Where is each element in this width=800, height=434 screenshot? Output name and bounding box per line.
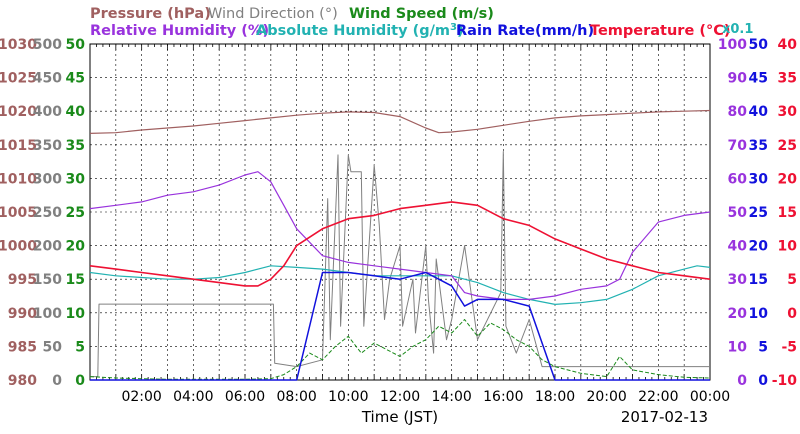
rain-rate-tick-label: 25 xyxy=(749,205,768,221)
rel-humidity-tick-label: 10 xyxy=(728,339,748,355)
wind-speed-tick-label: 20 xyxy=(66,239,86,255)
x-tick-label: 02:00 xyxy=(121,389,161,405)
x-tick-label: 14:00 xyxy=(431,389,471,405)
x-axis-label: Time (JST) xyxy=(361,408,438,426)
x-tick-label: 00:00 xyxy=(690,389,730,405)
abs-humidity-scale-note: x0.1 xyxy=(722,22,753,37)
x-tick-label: 18:00 xyxy=(535,389,575,405)
rel-humidity-tick-label: 30 xyxy=(728,272,748,288)
x-tick-label: 12:00 xyxy=(380,389,420,405)
wind-direction-line xyxy=(90,151,710,378)
date-label: 2017-02-13 xyxy=(621,408,708,426)
x-tick-label: 16:00 xyxy=(483,389,523,405)
wind-direction-tick-label: 100 xyxy=(33,306,62,322)
rel-humidity-tick-label: 70 xyxy=(728,138,748,154)
rel-humidity-tick-label: 20 xyxy=(728,306,748,322)
temperature-tick-label: -10 xyxy=(772,373,798,389)
rain-rate-tick-label: 30 xyxy=(749,171,769,187)
legend-relative-humidity: Relative Humidity (%) xyxy=(90,23,269,39)
pressure-tick-label: 1025 xyxy=(0,71,37,87)
temperature-line xyxy=(89,201,711,287)
x-tick-label: 22:00 xyxy=(638,389,678,405)
temperature-tick-label: 5 xyxy=(787,272,797,288)
x-tick-label: 20:00 xyxy=(586,389,626,405)
temperature-tick-label: -5 xyxy=(781,339,797,355)
rain-rate-tick-label: 15 xyxy=(749,272,768,288)
rain-rate-tick-label: 35 xyxy=(749,138,768,154)
wind-direction-tick-label: 150 xyxy=(33,272,62,288)
wind-direction-tick-label: 350 xyxy=(33,138,62,154)
x-tick-label: 08:00 xyxy=(276,389,316,405)
wind-speed-tick-label: 25 xyxy=(66,205,85,221)
wind-direction-tick-label: 200 xyxy=(33,239,62,255)
axis-labels: 02:00 04:00 06:00 08:00 10:00 12:00 14:00 16:00… xyxy=(0,37,797,405)
rel-humidity-tick-label: 80 xyxy=(728,104,748,120)
wind-direction-tick-label: 0 xyxy=(52,373,62,389)
wind-speed-tick-label: 35 xyxy=(66,138,85,154)
pressure-tick-label: 980 xyxy=(8,373,37,389)
temperature-tick-label: 25 xyxy=(778,138,797,154)
rel-humidity-tick-label: 60 xyxy=(728,171,748,187)
pressure-tick-label: 1030 xyxy=(0,37,37,53)
temperature-tick-label: 20 xyxy=(778,171,798,187)
rain-rate-tick-label: 10 xyxy=(749,306,769,322)
wind-speed-tick-label: 30 xyxy=(66,171,86,187)
wind-speed-tick-label: 5 xyxy=(75,339,85,355)
rain-rate-tick-label: 20 xyxy=(749,239,769,255)
wind-direction-tick-label: 50 xyxy=(43,339,63,355)
pressure-tick-label: 1020 xyxy=(0,104,37,120)
temperature-tick-label: 30 xyxy=(778,104,798,120)
rel-humidity-tick-label: 40 xyxy=(728,239,748,255)
wind-speed-tick-label: 45 xyxy=(66,71,85,87)
wind-direction-tick-label: 250 xyxy=(33,205,62,221)
wind-direction-tick-label: 400 xyxy=(33,104,62,120)
grid xyxy=(90,44,710,380)
wind-speed-tick-label: 10 xyxy=(66,306,86,322)
legend-wind-direction: Wind Direction (°) xyxy=(208,6,338,22)
series-lines xyxy=(89,109,711,381)
wind-direction-tick-label: 450 xyxy=(33,71,62,87)
pressure-tick-label: 1000 xyxy=(0,239,37,255)
x-tick-label: 10:00 xyxy=(328,389,368,405)
rel-humidity-tick-label: 0 xyxy=(737,373,747,389)
legend-rain-rate: Rain Rate(mm/h) xyxy=(456,23,594,39)
pressure-tick-label: 1015 xyxy=(0,138,37,154)
rain-rate-line xyxy=(90,271,710,381)
wind-speed-tick-label: 40 xyxy=(66,104,86,120)
temperature-tick-label: 10 xyxy=(778,239,798,255)
x-tick-label: 06:00 xyxy=(225,389,265,405)
legend-pressure: Pressure (hPa) xyxy=(90,6,211,22)
rain-rate-tick-label: 40 xyxy=(749,104,769,120)
legend-wind-speed: Wind Speed (m/s) xyxy=(349,6,494,22)
pressure-tick-label: 995 xyxy=(8,272,37,288)
x-tick-label: 04:00 xyxy=(173,389,213,405)
wind-speed-tick-label: 15 xyxy=(66,272,85,288)
temperature-tick-label: 0 xyxy=(787,306,797,322)
temperature-tick-label: 35 xyxy=(778,71,797,87)
temperature-tick-label: 40 xyxy=(778,37,798,53)
wind-direction-tick-label: 500 xyxy=(33,37,62,53)
rain-rate-tick-label: 0 xyxy=(758,373,768,389)
pressure-tick-label: 990 xyxy=(8,306,37,322)
pressure-line xyxy=(89,109,711,134)
rain-rate-tick-label: 45 xyxy=(749,71,768,87)
rel-humidity-tick-label: 90 xyxy=(728,71,748,87)
wind-speed-tick-label: 0 xyxy=(75,373,85,389)
wind-direction-tick-label: 300 xyxy=(33,171,62,187)
pressure-tick-label: 1010 xyxy=(0,171,37,187)
rel-humidity-tick-label: 50 xyxy=(728,205,748,221)
wind-speed-tick-label: 50 xyxy=(66,37,86,53)
pressure-tick-label: 985 xyxy=(8,339,37,355)
pressure-tick-label: 1005 xyxy=(0,205,37,221)
legend-temperature: Temperature (°C) xyxy=(590,23,731,39)
rain-rate-tick-label: 5 xyxy=(758,339,768,355)
wind-speed-line xyxy=(89,319,711,380)
rel-humidity-tick-label: 100 xyxy=(718,37,747,53)
rain-rate-tick-label: 50 xyxy=(749,37,769,53)
rel-humidity-line xyxy=(89,171,711,300)
legend-absolute-humidity: Absolute Humidity (g/m3) xyxy=(256,22,464,39)
temperature-tick-label: 15 xyxy=(778,205,797,221)
